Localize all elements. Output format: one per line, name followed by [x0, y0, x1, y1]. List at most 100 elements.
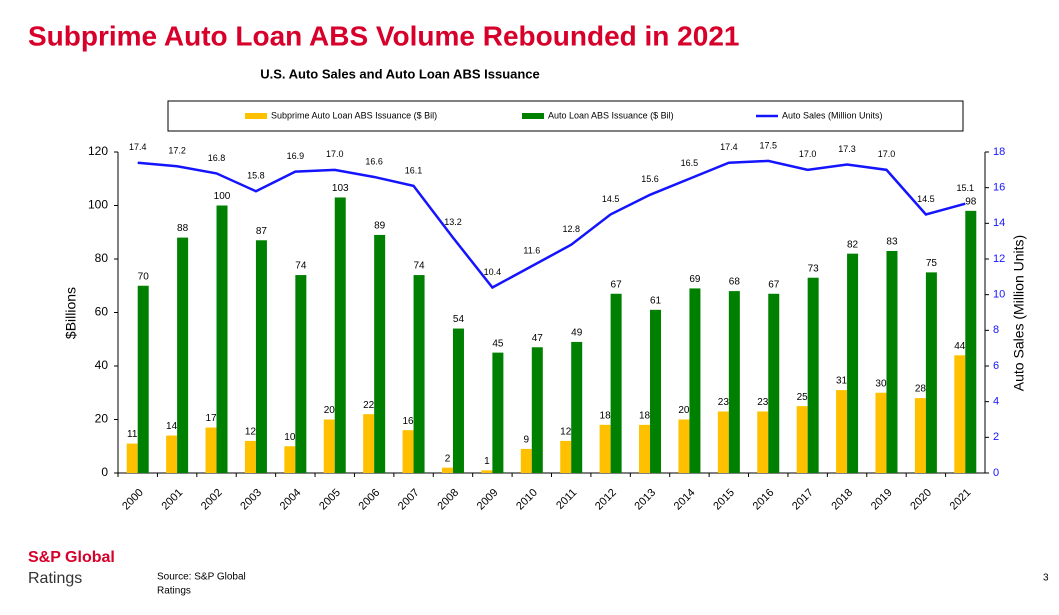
x-tick-label: 2009: [475, 487, 501, 513]
bar: [520, 448, 532, 473]
bar: [678, 419, 690, 473]
x-tick-label: 2018: [829, 487, 855, 513]
bar: [796, 406, 808, 473]
x-tick-label: 2014: [672, 487, 698, 513]
bar: [126, 443, 138, 473]
bar: [205, 427, 217, 473]
y-tick-label: 60: [95, 305, 109, 319]
line-label: 16.1: [405, 165, 423, 175]
chart-title: U.S. Auto Sales and Auto Loan ABS Issuan…: [260, 66, 540, 81]
bar-label: 47: [532, 333, 544, 344]
y-tick-label: 0: [101, 465, 108, 479]
x-tick-label: 2019: [869, 487, 895, 513]
y-tick-label: 120: [88, 144, 108, 158]
bar: [571, 341, 583, 473]
bar-label: 100: [214, 191, 231, 202]
bar-label: 16: [403, 416, 415, 427]
bar: [177, 237, 189, 473]
x-tick-label: 2006: [357, 487, 383, 513]
bar-label: 68: [729, 277, 741, 288]
x-tick-label: 2015: [711, 487, 737, 513]
bar: [244, 440, 256, 473]
bar: [452, 328, 464, 473]
legend-label: Auto Sales (Million Units): [782, 110, 883, 120]
bar-label: 74: [295, 261, 307, 272]
y-tick-label: 80: [95, 251, 109, 265]
bar: [295, 275, 307, 473]
bar-label: 103: [332, 183, 349, 194]
bar: [768, 293, 780, 473]
line-label: 17.4: [129, 142, 147, 152]
bar-label: 83: [886, 237, 898, 248]
y2-axis-label: Auto Sales (Million Units): [1011, 235, 1027, 391]
x-tick-label: 2017: [790, 487, 816, 513]
line-label: 17.5: [759, 140, 777, 150]
bar: [255, 240, 267, 473]
x-tick-label: 2016: [751, 487, 777, 513]
legend-label: Subprime Auto Loan ABS Issuance ($ Bil): [271, 110, 437, 120]
y-tick-label: 40: [95, 358, 109, 372]
bar: [374, 234, 386, 473]
bar-label: 28: [915, 384, 927, 395]
x-tick-label: 2013: [632, 487, 658, 513]
bar-label: 49: [571, 328, 583, 339]
bar: [413, 275, 425, 473]
logo: S&P Global: [28, 549, 115, 566]
x-tick-label: 2004: [278, 487, 304, 513]
line-label: 16.5: [681, 158, 699, 168]
bar: [137, 285, 149, 473]
bar-label: 70: [138, 271, 150, 282]
bar: [914, 398, 926, 473]
y2-tick-label: 16: [993, 182, 1005, 194]
bar-label: 75: [926, 258, 938, 269]
bar-label: 88: [177, 223, 189, 234]
y2-tick-label: 18: [993, 146, 1005, 158]
bar: [481, 470, 493, 473]
x-tick-label: 2021: [948, 487, 974, 513]
x-tick-label: 2007: [396, 487, 422, 513]
headline: Subprime Auto Loan ABS Volume Rebounded …: [28, 20, 739, 51]
bar: [954, 355, 966, 473]
line-label: 14.5: [602, 194, 620, 204]
line-label: 17.3: [838, 144, 856, 154]
line-label: 17.0: [326, 149, 344, 159]
source: Source: S&P Global: [157, 572, 246, 583]
bar-label: 45: [492, 338, 504, 349]
y2-tick-label: 10: [993, 289, 1005, 301]
x-tick-label: 2008: [435, 487, 461, 513]
x-tick-label: 2003: [238, 487, 264, 513]
line-label: 13.2: [444, 217, 462, 227]
bar: [492, 352, 504, 473]
bar: [560, 440, 572, 473]
bar: [836, 390, 848, 473]
bar-label: 74: [414, 261, 426, 272]
bar-label: 67: [768, 279, 780, 290]
line-label: 11.6: [523, 246, 540, 256]
bar-label: 2: [445, 453, 451, 464]
y2-tick-label: 4: [993, 396, 999, 408]
line-label: 16.9: [287, 151, 305, 161]
bar: [875, 392, 887, 473]
bar-label: 12: [245, 427, 257, 438]
bar-label: 10: [284, 432, 296, 443]
y-tick-label: 20: [95, 412, 109, 426]
bar-label: 89: [374, 221, 386, 232]
x-tick-label: 2010: [514, 487, 540, 513]
bar: [847, 253, 859, 473]
page-number: 3: [1043, 573, 1049, 584]
y-axis-label: $Billions: [63, 287, 79, 339]
bar-label: 18: [639, 410, 651, 421]
line-label: 15.6: [641, 174, 659, 184]
bar-label: 14: [166, 421, 178, 432]
bar: [284, 446, 296, 473]
line-label: 15.8: [247, 171, 265, 181]
bar-label: 20: [324, 405, 336, 416]
bar-label: 23: [718, 397, 730, 408]
y2-tick-label: 2: [993, 431, 999, 443]
bar-label: 1: [484, 456, 490, 467]
bar: [599, 424, 611, 473]
bar: [728, 291, 740, 473]
line-label: 17.2: [168, 146, 186, 156]
line: [137, 159, 966, 290]
